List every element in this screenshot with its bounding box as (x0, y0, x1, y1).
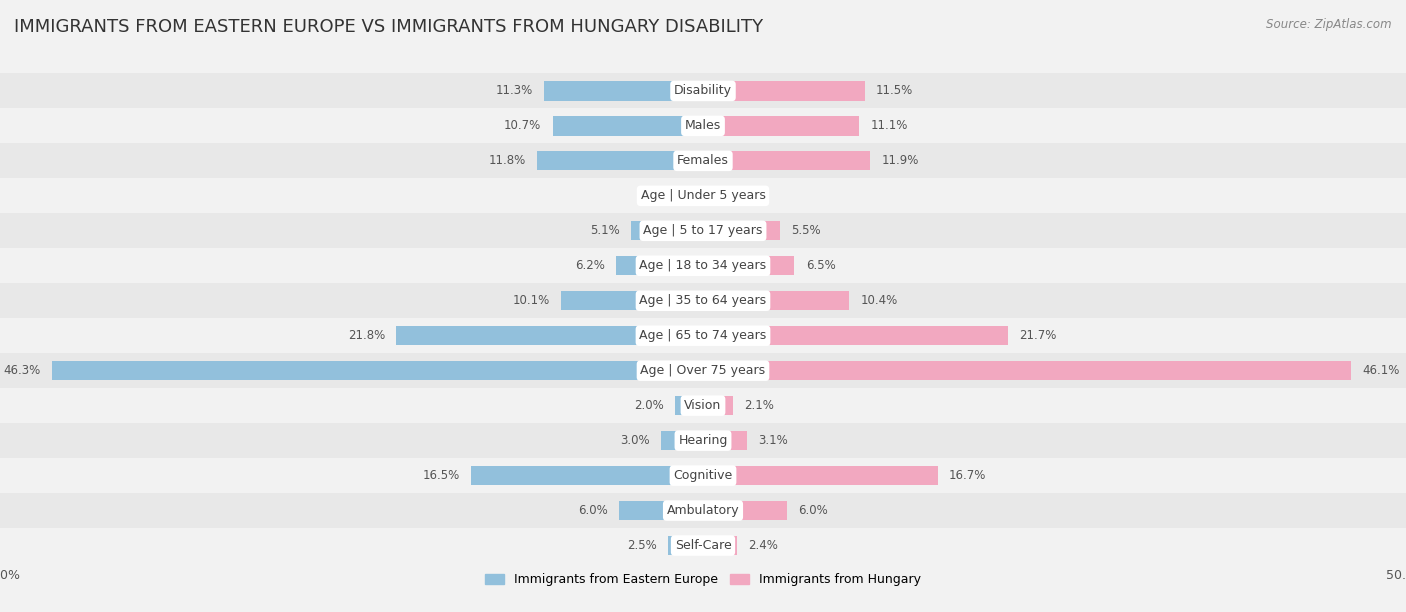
Text: 11.8%: 11.8% (489, 154, 526, 167)
Bar (619, 501, 703, 520)
Text: 16.7%: 16.7% (949, 469, 987, 482)
Bar (0, 318, 1406, 353)
Bar (0, 353, 1406, 388)
Bar (561, 291, 703, 310)
Bar (668, 536, 703, 555)
Text: 6.5%: 6.5% (806, 259, 835, 272)
Bar (661, 431, 703, 450)
Text: 11.1%: 11.1% (870, 119, 908, 132)
Text: Males: Males (685, 119, 721, 132)
Text: 6.2%: 6.2% (575, 259, 605, 272)
Text: Cognitive: Cognitive (673, 469, 733, 482)
Bar (703, 221, 780, 241)
Text: Age | 5 to 17 years: Age | 5 to 17 years (644, 225, 762, 237)
Bar (703, 396, 733, 416)
Text: 5.1%: 5.1% (591, 225, 620, 237)
Bar (0, 143, 1406, 178)
Bar (703, 326, 1008, 345)
Bar (0, 73, 1406, 108)
Text: 6.0%: 6.0% (578, 504, 607, 517)
Text: 11.3%: 11.3% (496, 84, 533, 97)
Text: 6.0%: 6.0% (799, 504, 828, 517)
Bar (0, 493, 1406, 528)
Text: Age | Over 75 years: Age | Over 75 years (641, 364, 765, 377)
Bar (631, 221, 703, 241)
Text: 1.2%: 1.2% (645, 189, 675, 203)
Bar (703, 81, 865, 100)
Text: Age | 65 to 74 years: Age | 65 to 74 years (640, 329, 766, 342)
Text: Age | Under 5 years: Age | Under 5 years (641, 189, 765, 203)
Text: 11.9%: 11.9% (882, 154, 920, 167)
Bar (703, 151, 870, 171)
Bar (703, 501, 787, 520)
Text: Disability: Disability (673, 84, 733, 97)
Bar (703, 186, 723, 206)
Bar (0, 528, 1406, 563)
Text: Hearing: Hearing (678, 434, 728, 447)
Text: Ambulatory: Ambulatory (666, 504, 740, 517)
Text: IMMIGRANTS FROM EASTERN EUROPE VS IMMIGRANTS FROM HUNGARY DISABILITY: IMMIGRANTS FROM EASTERN EUROPE VS IMMIGR… (14, 18, 763, 36)
Bar (537, 151, 703, 171)
Bar (471, 466, 703, 485)
Text: 2.1%: 2.1% (744, 399, 773, 412)
Text: 21.8%: 21.8% (349, 329, 385, 342)
Bar (0, 423, 1406, 458)
Bar (703, 116, 859, 135)
Bar (675, 396, 703, 416)
Text: 2.4%: 2.4% (748, 539, 778, 552)
Bar (616, 256, 703, 275)
Bar (703, 431, 747, 450)
Bar (544, 81, 703, 100)
Text: Self-Care: Self-Care (675, 539, 731, 552)
Bar (396, 326, 703, 345)
Text: 10.1%: 10.1% (513, 294, 550, 307)
Text: Source: ZipAtlas.com: Source: ZipAtlas.com (1267, 18, 1392, 31)
Bar (52, 361, 703, 380)
Text: 2.5%: 2.5% (627, 539, 657, 552)
Bar (703, 466, 938, 485)
Text: 16.5%: 16.5% (423, 469, 460, 482)
Text: 2.0%: 2.0% (634, 399, 664, 412)
Text: 46.3%: 46.3% (4, 364, 41, 377)
Bar (0, 108, 1406, 143)
Bar (686, 186, 703, 206)
Text: 3.0%: 3.0% (620, 434, 650, 447)
Text: Females: Females (678, 154, 728, 167)
Bar (0, 248, 1406, 283)
Text: 1.4%: 1.4% (734, 189, 763, 203)
Text: 11.5%: 11.5% (876, 84, 912, 97)
Bar (0, 283, 1406, 318)
Bar (0, 388, 1406, 423)
Bar (703, 361, 1351, 380)
Bar (0, 458, 1406, 493)
Bar (703, 291, 849, 310)
Bar (553, 116, 703, 135)
Legend: Immigrants from Eastern Europe, Immigrants from Hungary: Immigrants from Eastern Europe, Immigran… (479, 568, 927, 591)
Text: 46.1%: 46.1% (1362, 364, 1400, 377)
Text: Age | 35 to 64 years: Age | 35 to 64 years (640, 294, 766, 307)
Text: Age | 18 to 34 years: Age | 18 to 34 years (640, 259, 766, 272)
Bar (703, 256, 794, 275)
Bar (0, 178, 1406, 214)
Bar (0, 214, 1406, 248)
Text: 5.5%: 5.5% (792, 225, 821, 237)
Text: 10.7%: 10.7% (505, 119, 541, 132)
Text: 10.4%: 10.4% (860, 294, 897, 307)
Text: 3.1%: 3.1% (758, 434, 787, 447)
Text: Vision: Vision (685, 399, 721, 412)
Bar (703, 536, 737, 555)
Text: 21.7%: 21.7% (1019, 329, 1057, 342)
